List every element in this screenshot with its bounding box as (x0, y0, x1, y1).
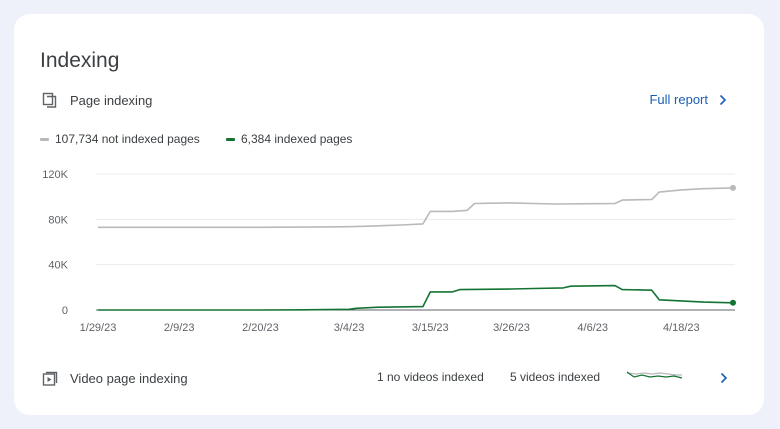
full-report-label: Full report (649, 92, 708, 107)
x-tick-label: 2/20/23 (242, 322, 279, 334)
x-tick-label: 3/4/23 (334, 322, 365, 334)
series-line-indexed-end-point (730, 299, 736, 306)
series-line-indexed (98, 284, 734, 311)
y-tick-label: 120K (42, 169, 68, 181)
page-indexing-label: Page indexing (70, 93, 153, 108)
y-tick-label: 0 (62, 305, 68, 317)
x-tick-label: 3/15/23 (412, 322, 449, 334)
copy-pages-icon (42, 92, 57, 108)
no-videos-indexed-stat: 1 no videos indexed (377, 370, 484, 384)
chevron-right-icon (719, 94, 727, 105)
x-tick-label: 2/9/23 (164, 322, 195, 334)
series-line-not-indexed (98, 187, 734, 229)
legend-swatch-not-indexed (40, 137, 49, 141)
x-tick-label: 1/29/23 (80, 322, 117, 334)
full-report-link[interactable]: Full report (649, 92, 728, 107)
section-title: Indexing (40, 49, 120, 72)
legend-indexed-label: 6,384 indexed pages (241, 132, 353, 146)
x-tick-label: 4/6/23 (577, 322, 608, 334)
x-tick-label: 3/26/23 (493, 322, 530, 334)
video-sparkline (626, 371, 683, 379)
x-tick-label: 4/18/23 (663, 322, 700, 334)
legend-not-indexed[interactable]: 107,734 not indexed pages (40, 132, 200, 146)
legend-swatch-indexed (226, 137, 235, 141)
video-library-icon (42, 371, 58, 386)
y-tick-label: 40K (48, 260, 68, 272)
legend-indexed[interactable]: 6,384 indexed pages (226, 132, 352, 146)
series-line-not-indexed-end-point (730, 184, 736, 191)
indexing-chart: 0 40K 80K 120K 1/29/23 2/9/23 2/20/23 3/4/23 3/1… (42, 169, 736, 334)
videos-indexed-stat: 5 videos indexed (510, 370, 601, 384)
y-tick-label: 80K (48, 214, 68, 226)
video-indexing-chevron-icon[interactable] (719, 372, 729, 384)
indexing-card: Indexing Page indexing Full report 107,7… (14, 14, 764, 415)
video-page-indexing-label: Video page indexing (70, 371, 188, 386)
legend-not-indexed-label: 107,734 not indexed pages (55, 132, 200, 146)
